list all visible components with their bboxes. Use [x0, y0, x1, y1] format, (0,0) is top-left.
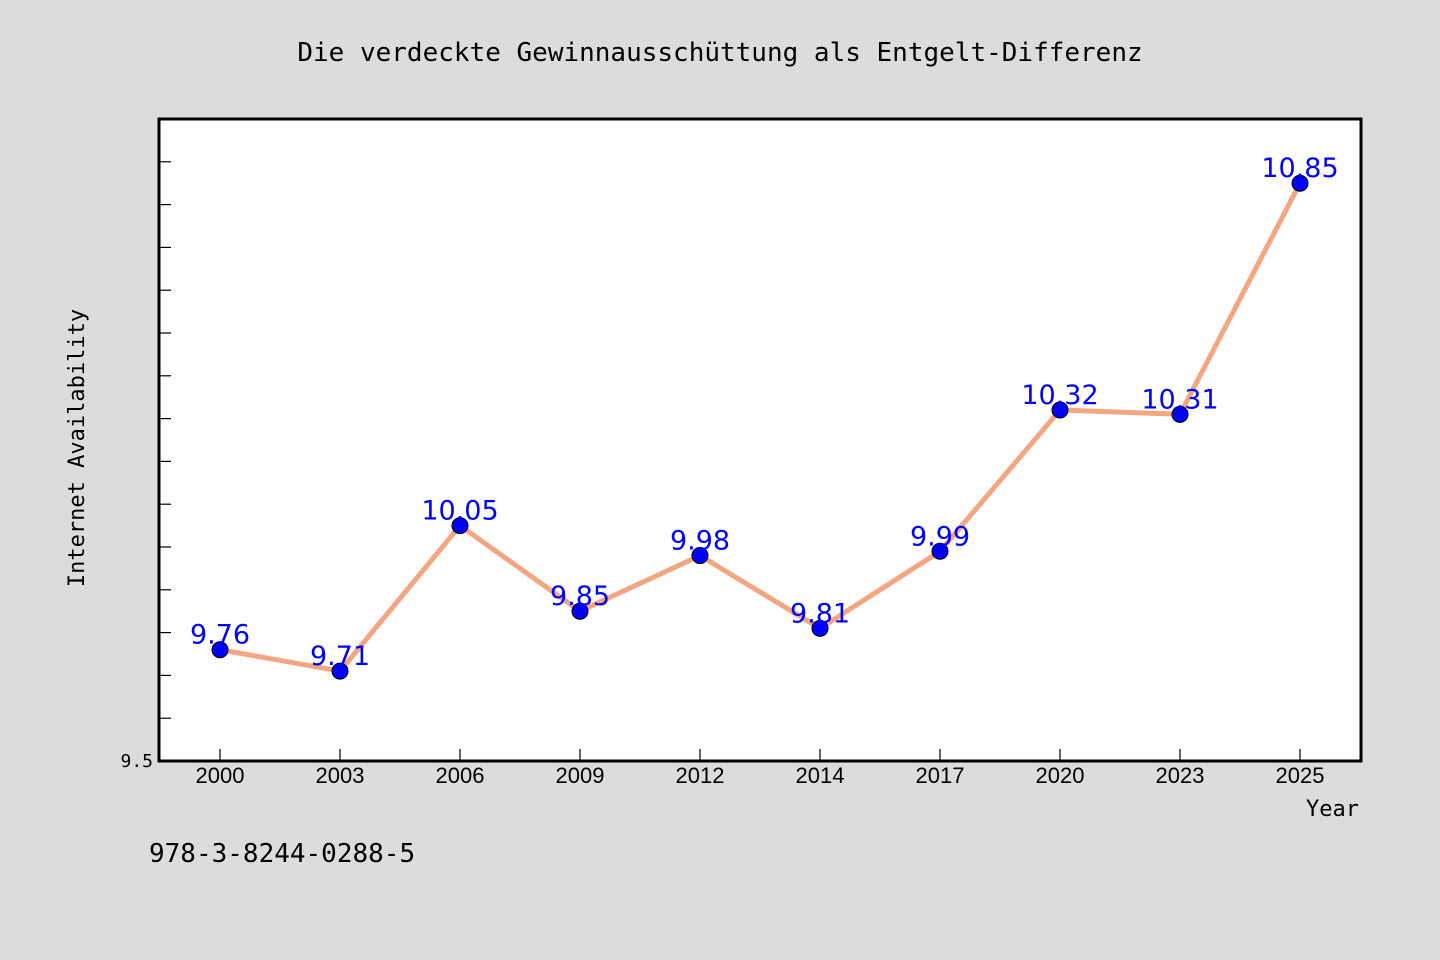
x-tick-label: 2023 [1156, 763, 1205, 788]
data-point [331, 662, 349, 680]
data-point [1051, 401, 1069, 419]
x-tick-label: 2020 [1036, 763, 1085, 788]
x-tick-label: 2009 [556, 763, 605, 788]
data-label: 9.99 [910, 521, 970, 552]
x-tick-label: 2012 [676, 763, 725, 788]
data-point [451, 517, 469, 535]
y-tick-label: 9.5 [120, 751, 153, 772]
series-line [217, 180, 1303, 674]
x-tick-label: 2014 [796, 763, 845, 788]
x-tick-label: 2017 [916, 763, 965, 788]
data-label: 9.98 [670, 526, 730, 557]
data-point [1291, 174, 1309, 192]
data-label: 10.05 [421, 496, 498, 527]
x-axis-label: Year [1306, 797, 1359, 822]
data-label: 9.76 [190, 620, 250, 651]
series-layer: 9.76 9.71 10.05 9.85 9.98 9.81 9.99 10.32 10.31 1… [190, 153, 1339, 680]
data-label: 9.71 [310, 641, 370, 672]
y-axis-label: Internet Availability [65, 309, 90, 587]
data-point [571, 602, 589, 620]
x-axis-ticks: 2000 2003 2006 2009 2012 2014 2017 2020 2023 2025 [196, 749, 1325, 788]
data-label: 9.85 [550, 581, 610, 612]
y-axis-ticks: 9.5 [120, 161, 171, 772]
data-label: 10.85 [1261, 153, 1338, 184]
plot-area [157, 117, 1363, 763]
x-tick-label: 2003 [316, 763, 365, 788]
x-tick-label: 2025 [1276, 763, 1325, 788]
chart-title: Die verdeckte Gewinnausschüttung als Ent… [297, 38, 1142, 68]
data-label: 10.31 [1141, 384, 1218, 415]
data-point [1171, 405, 1189, 423]
data-point [691, 547, 709, 565]
data-point [211, 641, 229, 659]
data-label: 10.32 [1021, 380, 1098, 411]
isbn-annotation: 978-3-8244-0288-5 [149, 839, 415, 869]
x-tick-label: 2000 [196, 763, 245, 788]
data-point [811, 619, 829, 637]
x-tick-label: 2006 [436, 763, 485, 788]
data-point [931, 542, 949, 560]
data-label: 9.81 [790, 598, 850, 629]
